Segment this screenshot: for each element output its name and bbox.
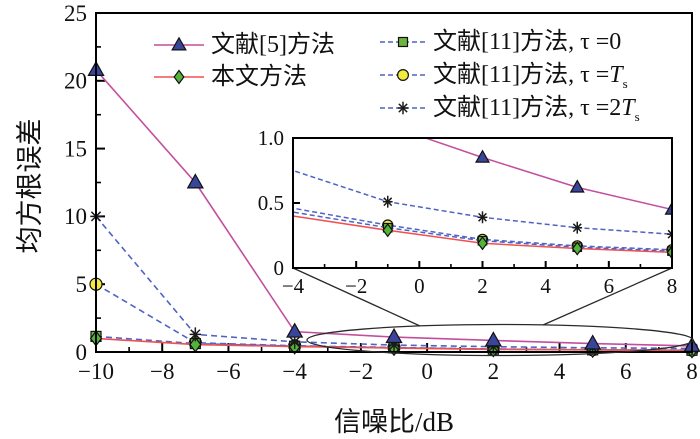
series-marker-4 (289, 336, 300, 347)
y-tick-label: 1.0 (258, 126, 284, 150)
y-tick-label: 25 (64, 1, 87, 26)
y-tick-label: 0 (76, 340, 88, 365)
series-marker-0 (186, 173, 204, 189)
legend-item-ref5: 文献[5]方法 (152, 31, 335, 59)
legend-label: 本文方法 (211, 64, 307, 90)
legend-label: 文献[11]方法, τ =2Ts (433, 95, 640, 124)
legend-label: 文献[11]方法, τ =0 (433, 29, 622, 55)
x-tick-label: 8 (686, 359, 698, 384)
legend-swatch-triangle-icon (154, 36, 204, 51)
series-marker-0 (475, 149, 490, 163)
legend-label: 文献[5]方法 (211, 32, 335, 58)
legend-swatch-marker (171, 36, 187, 51)
series-marker-0 (286, 322, 304, 338)
y-tick-label: 10 (64, 204, 87, 229)
x-tick-label: 8 (667, 274, 678, 298)
zoom-region-ellipse (306, 323, 694, 357)
legend-swatch-circle-icon (380, 68, 426, 82)
x-tick-label: −8 (150, 359, 174, 384)
y-tick-label: 15 (64, 136, 87, 161)
legend-item-ref11-tau2Ts: 文献[11]方法, τ =2Ts (378, 94, 640, 124)
legend-label: 文献[11]方法, τ =Ts (433, 62, 628, 91)
inset-plot-frame (292, 137, 673, 269)
legend-swatch-marker (397, 68, 410, 82)
series-marker-4 (667, 233, 672, 239)
series-marker-4 (190, 329, 201, 340)
series-marker-0 (584, 334, 602, 350)
zoom-callout-line-left (292, 267, 421, 327)
series-marker-1 (571, 241, 583, 256)
legend-item-ref11-tauTs: 文献[11]方法, τ =Ts (378, 61, 628, 91)
series-marker-0 (664, 201, 672, 215)
legend-swatch-marker (398, 103, 408, 113)
series-marker-4 (478, 212, 487, 222)
x-tick-label: 6 (604, 274, 615, 298)
x-tick-label: 2 (477, 274, 488, 298)
x-tick-label: −4 (282, 274, 305, 298)
x-tick-label: 2 (488, 359, 500, 384)
main-plot-frame (95, 12, 693, 353)
legend-swatch-asterisk-icon (380, 101, 426, 115)
series-marker-4 (383, 197, 393, 207)
y-axis-label: 均方根误差 (15, 118, 45, 254)
inset-plot-series (293, 138, 672, 260)
legend-swatch-diamond-icon (154, 69, 204, 85)
x-tick-label: 4 (540, 274, 551, 298)
series-marker-4 (572, 223, 582, 233)
y-tick-label: 0 (274, 256, 285, 280)
x-tick-label: −10 (78, 359, 114, 384)
x-tick-label: 6 (620, 359, 632, 384)
x-tick-label: −2 (349, 359, 373, 384)
series-marker-1 (382, 223, 394, 238)
series-marker-0 (569, 179, 585, 193)
y-tick-label: 20 (64, 69, 87, 94)
legend-swatch-square-icon (380, 36, 426, 48)
x-tick-label: 0 (414, 274, 425, 298)
x-tick-label: −6 (216, 359, 240, 384)
series-marker-0 (385, 327, 403, 344)
y-tick-label: 0.5 (258, 191, 284, 215)
series-marker-1 (477, 236, 488, 251)
x-axis-label: 信噪比/dB (333, 407, 454, 437)
legend-swatch-marker (173, 69, 185, 85)
legend-item-ref11-tau0: 文献[11]方法, τ =0 (378, 28, 621, 56)
legend-item-proposed: 本文方法 (152, 63, 307, 91)
x-tick-label: −4 (282, 359, 307, 384)
x-tick-label: 4 (554, 359, 566, 384)
legend-swatch-marker (397, 36, 409, 48)
zoom-callout-line-right (542, 267, 673, 326)
series-marker-1 (666, 245, 672, 260)
y-tick-label: 5 (76, 272, 88, 297)
series-marker-4 (667, 229, 672, 236)
series-marker-0 (484, 331, 502, 347)
x-tick-label: −2 (345, 274, 367, 298)
x-tick-label: 0 (421, 359, 433, 384)
